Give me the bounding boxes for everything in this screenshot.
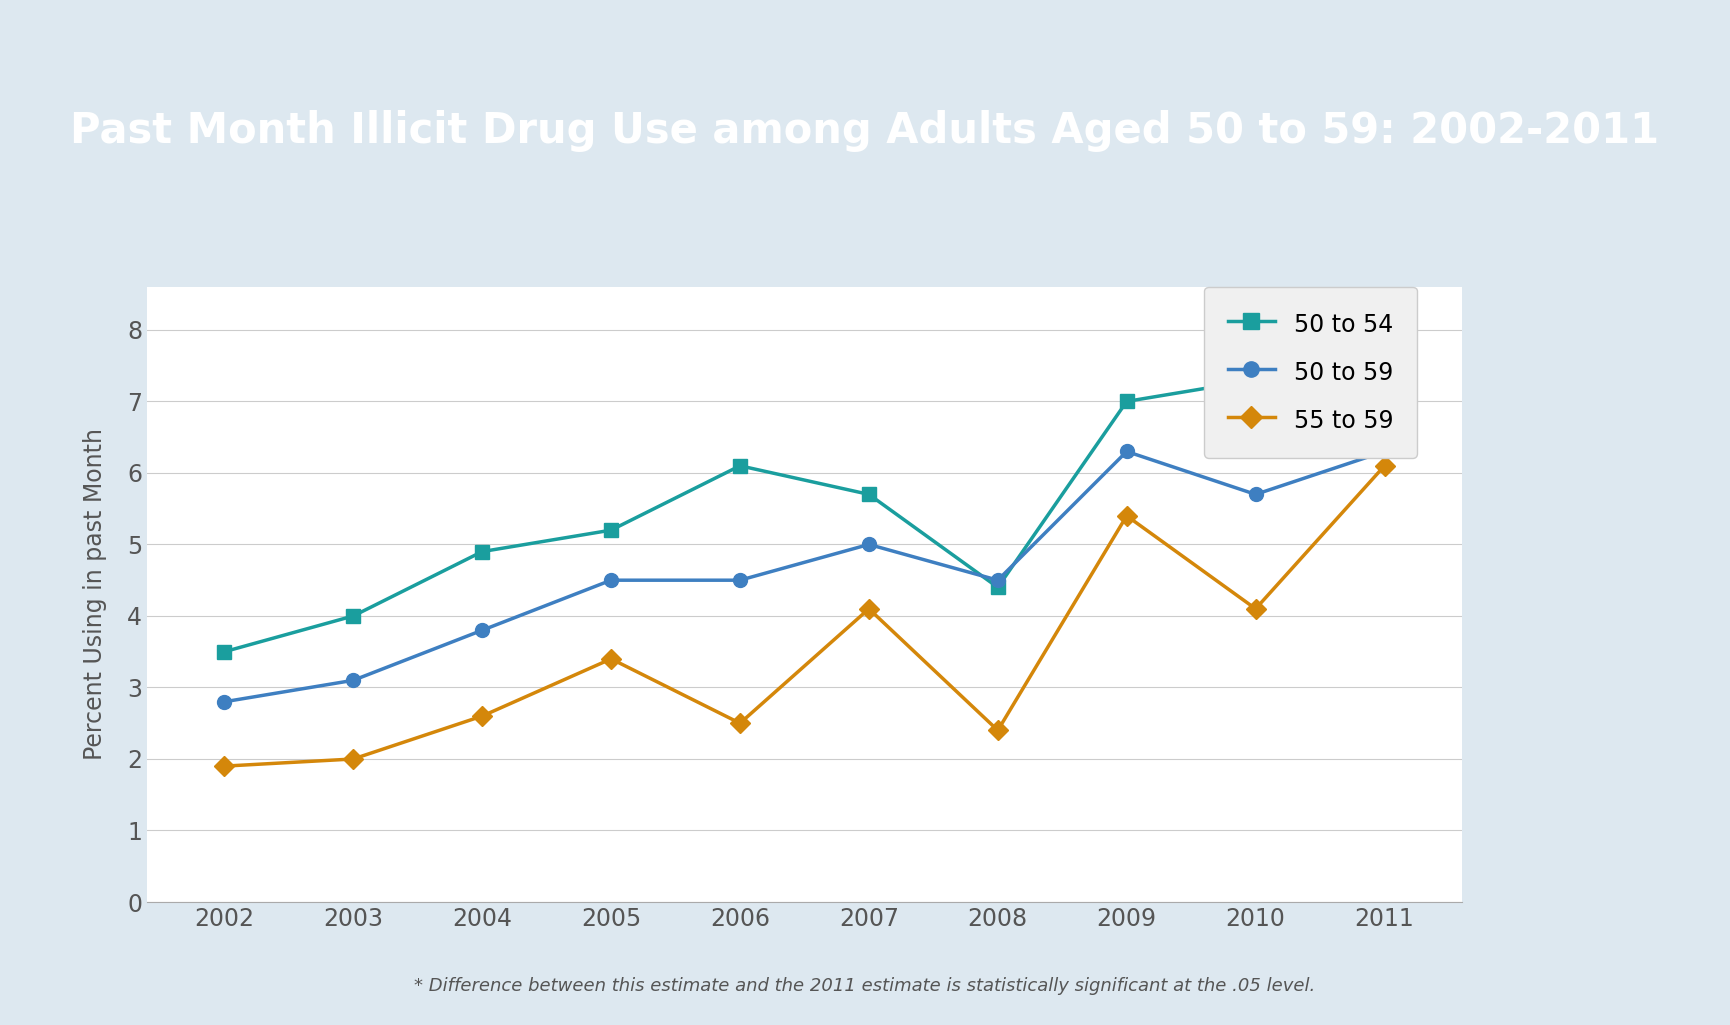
55 to 59 xyxy=(1246,603,1266,615)
50 to 54 xyxy=(1374,417,1394,429)
50 to 59 xyxy=(472,624,493,637)
Line: 50 to 59: 50 to 59 xyxy=(218,445,1391,708)
55 to 59 xyxy=(730,718,751,730)
Legend: 50 to 54, 50 to 59, 55 to 59: 50 to 54, 50 to 59, 55 to 59 xyxy=(1204,287,1417,458)
50 to 59 xyxy=(1116,445,1137,457)
55 to 59 xyxy=(858,603,879,615)
Line: 50 to 54: 50 to 54 xyxy=(218,373,1391,659)
50 to 54 xyxy=(600,524,621,536)
50 to 54 xyxy=(343,610,363,622)
50 to 59 xyxy=(600,574,621,586)
50 to 59 xyxy=(1246,488,1266,500)
55 to 59 xyxy=(988,725,1009,737)
55 to 59 xyxy=(600,653,621,665)
50 to 54 xyxy=(730,459,751,472)
Text: * Difference between this estimate and the 2011 estimate is statistically signif: * Difference between this estimate and t… xyxy=(415,977,1315,995)
50 to 59 xyxy=(988,574,1009,586)
Y-axis label: Percent Using in past Month: Percent Using in past Month xyxy=(83,428,107,761)
55 to 59 xyxy=(1374,459,1394,472)
50 to 54 xyxy=(472,545,493,558)
50 to 54 xyxy=(858,488,879,500)
50 to 59 xyxy=(730,574,751,586)
50 to 54 xyxy=(988,581,1009,593)
55 to 59 xyxy=(215,760,235,772)
50 to 59 xyxy=(858,538,879,550)
50 to 54 xyxy=(215,646,235,658)
55 to 59 xyxy=(472,710,493,723)
50 to 59 xyxy=(343,674,363,687)
50 to 54 xyxy=(1116,396,1137,408)
55 to 59 xyxy=(1116,509,1137,522)
50 to 59 xyxy=(1374,445,1394,457)
Line: 55 to 59: 55 to 59 xyxy=(218,459,1391,773)
55 to 59 xyxy=(343,752,363,765)
Text: Past Month Illicit Drug Use among Adults Aged 50 to 59: 2002-2011: Past Month Illicit Drug Use among Adults… xyxy=(71,110,1659,152)
50 to 54 xyxy=(1246,374,1266,386)
50 to 59 xyxy=(215,696,235,708)
